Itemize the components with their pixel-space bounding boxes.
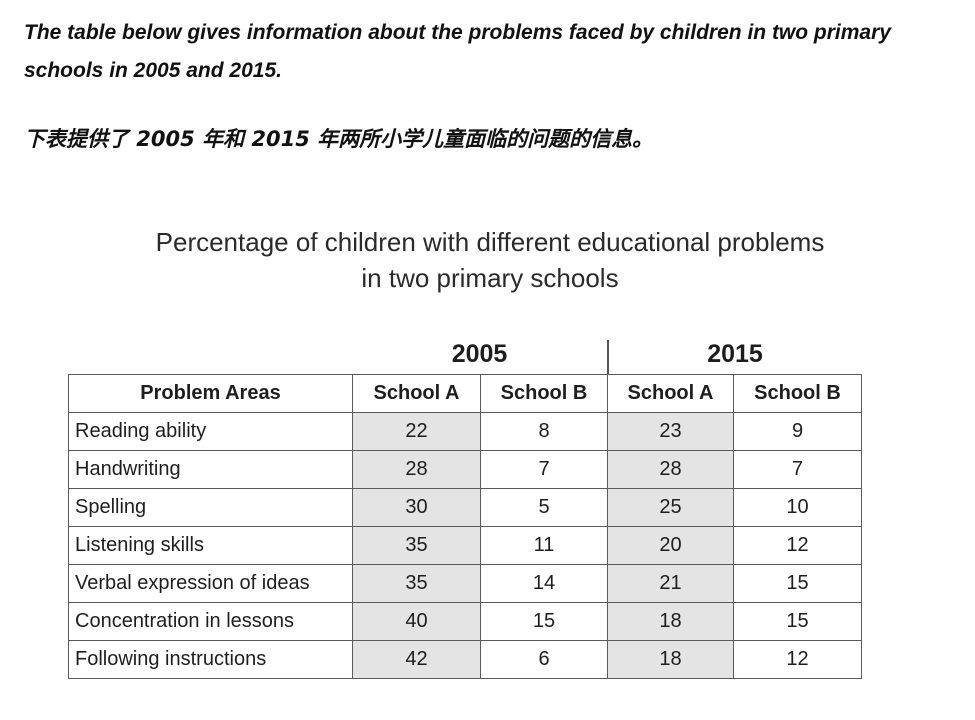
- table-row: Spelling 30 5 25 10: [68, 488, 862, 527]
- chart-title-line-2: in two primary schools: [361, 263, 619, 293]
- year-divider: [607, 340, 609, 374]
- value-cell: 35: [352, 564, 481, 603]
- problem-area-cell: Concentration in lessons: [68, 602, 353, 641]
- chart-title-line-1: Percentage of children with different ed…: [155, 227, 825, 257]
- problem-area-cell: Following instructions: [68, 640, 353, 679]
- year-header-2005: 2005: [451, 340, 508, 368]
- value-cell: 10: [733, 488, 862, 527]
- value-cell: 15: [733, 564, 862, 603]
- value-cell: 7: [733, 450, 862, 489]
- value-cell: 30: [352, 488, 481, 527]
- value-cell: 14: [480, 564, 608, 603]
- header-2015-school-a: School A: [607, 374, 734, 413]
- value-cell: 11: [480, 526, 608, 565]
- value-cell: 18: [607, 602, 734, 641]
- problem-area-cell: Reading ability: [68, 412, 353, 451]
- value-cell: 7: [480, 450, 608, 489]
- table-row: Handwriting 28 7 28 7: [68, 450, 862, 489]
- value-cell: 15: [480, 602, 608, 641]
- value-cell: 28: [607, 450, 734, 489]
- value-cell: 25: [607, 488, 734, 527]
- table-row: Following instructions 42 6 18 12: [68, 640, 862, 679]
- problem-area-cell: Handwriting: [68, 450, 353, 489]
- table-body: Reading ability 22 8 23 9 Handwriting 28 7 28 7 Sp…: [68, 412, 862, 679]
- value-cell: 28: [352, 450, 481, 489]
- table-row: Listening skills 35 11 20 12: [68, 526, 862, 565]
- table-row: Reading ability 22 8 23 9: [68, 412, 862, 451]
- value-cell: 23: [607, 412, 734, 451]
- header-2015-school-b: School B: [733, 374, 862, 413]
- intro-chinese-text: 下表提供了 2005 年和 2015 年两所小学儿童面临的问题的信息。: [24, 127, 654, 151]
- value-cell: 18: [607, 640, 734, 679]
- problem-area-cell: Spelling: [68, 488, 353, 527]
- year-header-2015: 2015: [707, 340, 763, 368]
- value-cell: 15: [733, 602, 862, 641]
- problem-area-cell: Listening skills: [68, 526, 353, 565]
- value-cell: 5: [480, 488, 608, 527]
- value-cell: 12: [733, 640, 862, 679]
- value-cell: 35: [352, 526, 481, 565]
- value-cell: 6: [480, 640, 608, 679]
- value-cell: 12: [733, 526, 862, 565]
- chart-title: Percentage of children with different ed…: [60, 224, 920, 296]
- header-problem-areas: Problem Areas: [68, 374, 353, 413]
- table-header-row: Problem Areas School A School B School A…: [68, 374, 862, 413]
- value-cell: 21: [607, 564, 734, 603]
- value-cell: 8: [480, 412, 608, 451]
- problem-area-cell: Verbal expression of ideas: [68, 564, 353, 603]
- table-row: Verbal expression of ideas 35 14 21 15: [68, 564, 862, 603]
- table-row: Concentration in lessons 40 15 18 15: [68, 602, 862, 641]
- value-cell: 9: [733, 412, 862, 451]
- data-table: Problem Areas School A School B School A…: [68, 374, 862, 679]
- value-cell: 40: [352, 602, 481, 641]
- value-cell: 22: [352, 412, 481, 451]
- intro-english-text: The table below gives information about …: [24, 21, 891, 82]
- value-cell: 42: [352, 640, 481, 679]
- header-2005-school-b: School B: [480, 374, 608, 413]
- header-2005-school-a: School A: [352, 374, 481, 413]
- value-cell: 20: [607, 526, 734, 565]
